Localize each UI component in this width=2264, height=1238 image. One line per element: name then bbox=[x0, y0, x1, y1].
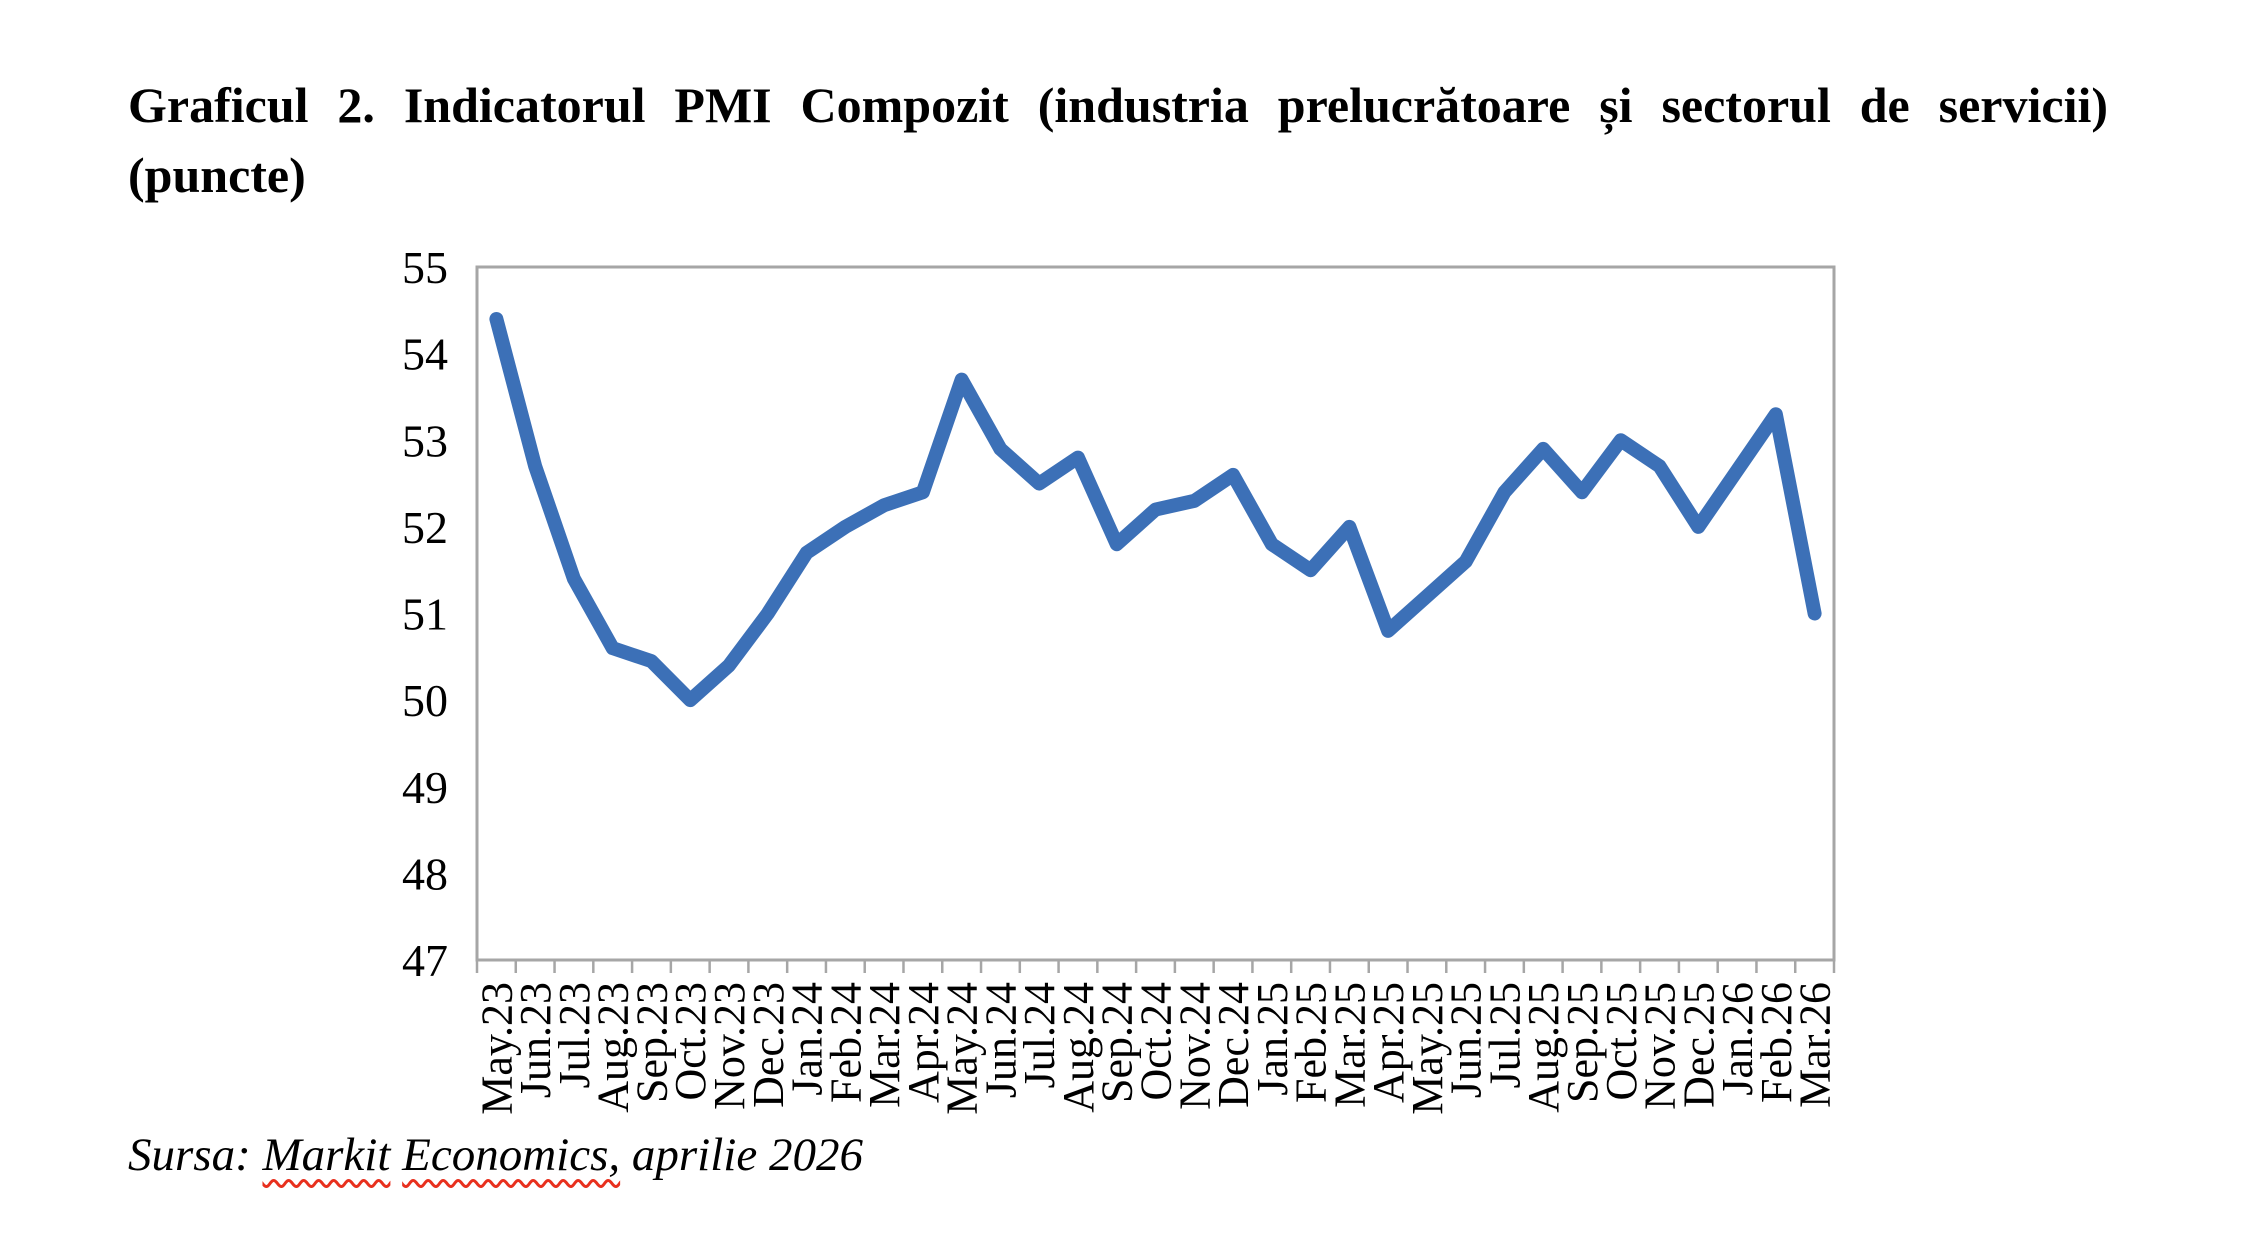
x-axis-category-label: Jan.24 bbox=[783, 982, 832, 1096]
source-economics: Economics, bbox=[402, 1129, 621, 1181]
x-axis-category-label: Apr.24 bbox=[899, 982, 948, 1103]
x-axis-category-label: Jan.26 bbox=[1713, 982, 1762, 1096]
x-axis-category-label: Sep.25 bbox=[1558, 982, 1607, 1103]
x-axis-category-label: Aug.24 bbox=[1054, 982, 1103, 1113]
x-axis-category-label: Mar.26 bbox=[1791, 982, 1840, 1108]
x-axis-category-label: Jan.25 bbox=[1248, 982, 1297, 1096]
source-markit: Markit bbox=[262, 1129, 391, 1181]
x-axis-category-label: Nov.25 bbox=[1636, 982, 1685, 1110]
x-axis-category-label: Jul.24 bbox=[1015, 982, 1064, 1088]
chart-title: Graficul 2. Indicatorul PMI Compozit (in… bbox=[128, 70, 2108, 210]
y-axis-tick-label: 47 bbox=[402, 935, 448, 986]
x-axis-category-label: Dec.25 bbox=[1674, 982, 1723, 1108]
x-axis-category-label: Jun.23 bbox=[511, 982, 560, 1098]
x-axis-category-label: Aug.23 bbox=[589, 982, 638, 1113]
x-axis-category-label: Feb.25 bbox=[1287, 982, 1336, 1103]
source-suffix: aprilie 2026 bbox=[620, 1129, 863, 1181]
plot-border bbox=[475, 265, 1836, 962]
x-axis-category-label: Nov.23 bbox=[705, 982, 754, 1110]
x-axis-category-label: Mar.25 bbox=[1325, 982, 1374, 1108]
x-axis-category-label: Mar.24 bbox=[860, 982, 909, 1108]
x-axis-category-label: May.23 bbox=[472, 982, 521, 1115]
y-axis-tick-label: 49 bbox=[402, 762, 448, 813]
x-axis-category-label: Sep.24 bbox=[1093, 982, 1142, 1103]
x-axis-category-label: Jul.25 bbox=[1480, 982, 1529, 1088]
y-axis-tick-label: 51 bbox=[402, 589, 448, 640]
pmi-series-line bbox=[489, 311, 1822, 708]
x-axis-category-label: Dec.24 bbox=[1209, 982, 1258, 1108]
x-axis-category-label: Oct.25 bbox=[1597, 982, 1646, 1101]
x-axis-category-label: Aug.25 bbox=[1519, 982, 1568, 1113]
x-axis-category-label: Jun.24 bbox=[976, 982, 1025, 1098]
y-axis-tick-label: 55 bbox=[402, 242, 448, 293]
x-axis-category-label: Dec.23 bbox=[744, 982, 793, 1108]
y-axis-tick-label: 50 bbox=[402, 675, 448, 726]
y-axis-tick-label: 53 bbox=[402, 415, 448, 466]
chart-title-line1: Graficul 2. Indicatorul PMI Compozit (in… bbox=[128, 77, 2108, 133]
x-axis-category-label: Feb.26 bbox=[1752, 982, 1801, 1103]
x-axis-category-label: May.25 bbox=[1403, 982, 1452, 1115]
x-axis-category-label: Sep.23 bbox=[627, 982, 676, 1103]
x-axis-category-label: Apr.25 bbox=[1364, 982, 1413, 1103]
x-axis-category-label: Nov.24 bbox=[1170, 982, 1219, 1110]
x-axis-category-label: May.24 bbox=[938, 982, 987, 1115]
y-axis-tick-label: 52 bbox=[402, 502, 448, 553]
x-axis-category-label: Jun.25 bbox=[1442, 982, 1491, 1098]
source-note: Sursa: Markit Economics, aprilie 2026 bbox=[128, 1128, 863, 1182]
source-prefix: Sursa: bbox=[128, 1129, 263, 1181]
y-axis-tick-label: 48 bbox=[402, 848, 448, 899]
x-axis-category-label: Feb.24 bbox=[821, 982, 870, 1103]
chart-title-line2: (puncte) bbox=[128, 147, 306, 203]
y-axis-tick-label: 54 bbox=[402, 329, 448, 380]
x-axis-category-label: Jul.23 bbox=[550, 982, 599, 1088]
x-axis-category-label: Oct.23 bbox=[666, 982, 715, 1101]
x-axis-category-label: Oct.24 bbox=[1132, 982, 1181, 1101]
